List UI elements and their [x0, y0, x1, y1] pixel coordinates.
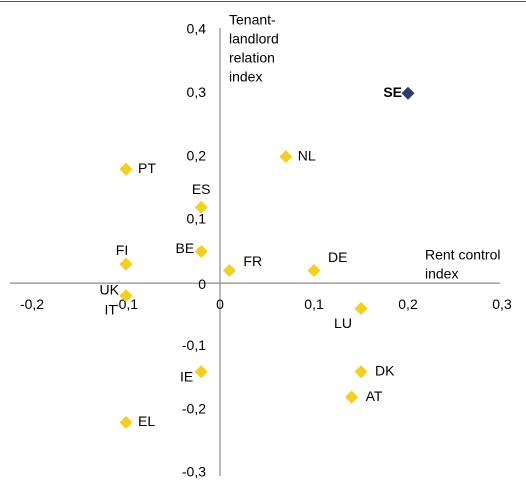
y-tick-label: 0,1 [187, 211, 207, 227]
y-tick-label: -0,3 [182, 464, 206, 480]
point [119, 162, 133, 176]
point-label: DE [328, 249, 347, 265]
point [354, 301, 368, 315]
y-tick-label: 0,4 [187, 21, 207, 37]
x-tick-label: -0,1 [114, 296, 138, 312]
point-label: EL [138, 413, 155, 429]
point-label: FI [116, 242, 128, 258]
y-tick-label: 0,2 [187, 147, 207, 163]
y-tick-label: -0,2 [182, 400, 206, 416]
point-label: AT [366, 388, 383, 404]
point-label: IT [105, 302, 118, 318]
point-label: SE [383, 84, 402, 100]
point-label: LU [334, 315, 352, 331]
y-axis-title: index [229, 69, 262, 85]
point [345, 390, 359, 404]
point [194, 200, 208, 214]
y-tick-label: -0,1 [182, 337, 206, 353]
point-label: FR [243, 253, 262, 269]
point [194, 365, 208, 379]
x-tick-label: 0,3 [492, 296, 512, 312]
y-tick-label: 0 [198, 276, 206, 292]
point [354, 365, 368, 379]
point [279, 150, 293, 164]
x-tick-label: -0,2 [20, 296, 44, 312]
point-label: PT [138, 160, 156, 176]
point-label: ES [192, 181, 211, 197]
x-tick-label: 0,1 [304, 296, 324, 312]
y-tick-label: 0,3 [187, 84, 207, 100]
point-label: IE [180, 368, 193, 384]
y-axis-title: landlord [229, 31, 279, 47]
point [119, 257, 133, 271]
point-label: UK [100, 282, 120, 298]
point-label: NL [298, 147, 316, 163]
x-axis-title: Rent control [425, 247, 500, 263]
y-axis-title: Tenant- [229, 12, 276, 28]
point [222, 263, 236, 277]
point [194, 245, 208, 258]
point [119, 415, 133, 429]
x-tick-label: 0 [216, 296, 224, 312]
point [119, 289, 133, 303]
y-axis-title: relation [229, 50, 275, 66]
x-tick-label: 0,2 [398, 296, 418, 312]
x-axis-title: index [425, 266, 458, 282]
point-label: DK [375, 362, 395, 378]
point [401, 86, 415, 100]
point-label: BE [176, 240, 195, 256]
point [307, 263, 321, 277]
